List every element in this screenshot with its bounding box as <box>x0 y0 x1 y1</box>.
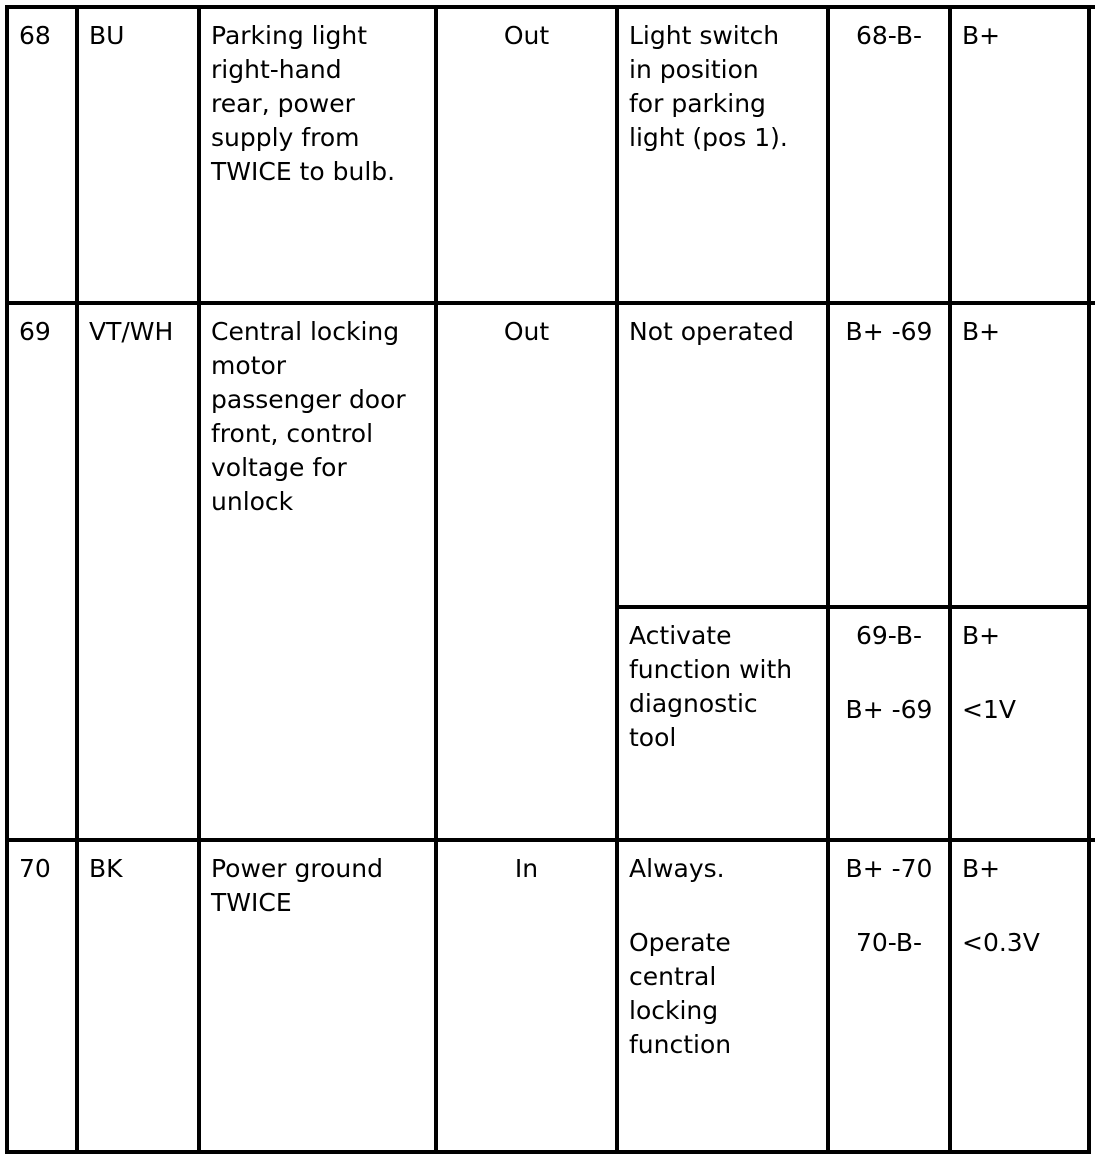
table-border <box>197 5 201 1154</box>
measure-points: 68-B- <box>830 9 948 301</box>
test-condition-line: Operate central locking function <box>629 928 732 1059</box>
measure-points-line: B+ -70 <box>845 854 933 883</box>
pin-number: 68 <box>19 21 51 50</box>
expected-value: B+ <box>952 305 1087 605</box>
signal-direction: Out <box>503 317 550 346</box>
wire-color: BU <box>89 21 125 50</box>
test-condition: Activate function with diagnostic tool <box>619 609 826 838</box>
signal-direction: In <box>514 854 539 883</box>
table-border <box>1087 5 1091 1154</box>
table-border <box>948 5 952 1154</box>
expected-value-line: B+ <box>962 21 1001 50</box>
expected-value-line: B+ <box>962 621 1001 650</box>
table-border <box>615 605 1091 609</box>
table-border <box>615 5 619 1154</box>
table-border <box>5 5 9 1154</box>
measure-points-line: 70-B- <box>855 928 923 957</box>
table-border <box>5 301 1095 305</box>
expected-value: B+ <1V <box>952 609 1087 838</box>
table-border <box>5 1150 1091 1154</box>
expected-value-line: B+ <box>962 854 1001 883</box>
test-condition-line: Light switch in position for parking lig… <box>629 21 788 152</box>
pin-number: 70 <box>19 854 51 883</box>
test-condition-line: Not operated <box>629 317 794 346</box>
table-border <box>75 5 79 1154</box>
test-condition-line: Activate function with diagnostic tool <box>629 621 793 752</box>
expected-value: B+ <box>952 9 1087 301</box>
test-condition: Not operated <box>619 305 826 605</box>
expected-value: B+ <0.3V <box>952 842 1087 1150</box>
expected-value-line: <0.3V <box>962 928 1040 957</box>
signal-direction: Out <box>503 21 550 50</box>
wire-color: BK <box>89 854 123 883</box>
measure-points: B+ -69 <box>830 305 948 605</box>
test-condition: Always. Operate central locking function <box>619 842 826 1150</box>
test-condition: Light switch in position for parking lig… <box>619 9 826 301</box>
expected-value-line: <1V <box>962 695 1016 724</box>
wire-color: VT/WH <box>89 317 174 346</box>
pin-description: Central locking motor passenger door fro… <box>211 317 406 516</box>
measure-points-line: B+ -69 <box>845 695 933 724</box>
test-condition-line: Always. <box>629 854 725 883</box>
measure-points-line: 68-B- <box>855 21 923 50</box>
measure-points: B+ -70 70-B- <box>830 842 948 1150</box>
pin-description: Parking light right-hand rear, power sup… <box>211 21 396 186</box>
expected-value-line: B+ <box>962 317 1001 346</box>
table-border <box>5 838 1095 842</box>
table-border <box>434 5 438 1154</box>
pin-description: Power ground TWICE <box>211 854 383 917</box>
pin-number: 69 <box>19 317 51 346</box>
table-border <box>826 5 830 1154</box>
measure-points-line: B+ -69 <box>845 317 933 346</box>
measure-points: 69-B- B+ -69 <box>830 609 948 838</box>
table-border <box>5 5 1095 9</box>
measure-points-line: 69-B- <box>855 621 923 650</box>
